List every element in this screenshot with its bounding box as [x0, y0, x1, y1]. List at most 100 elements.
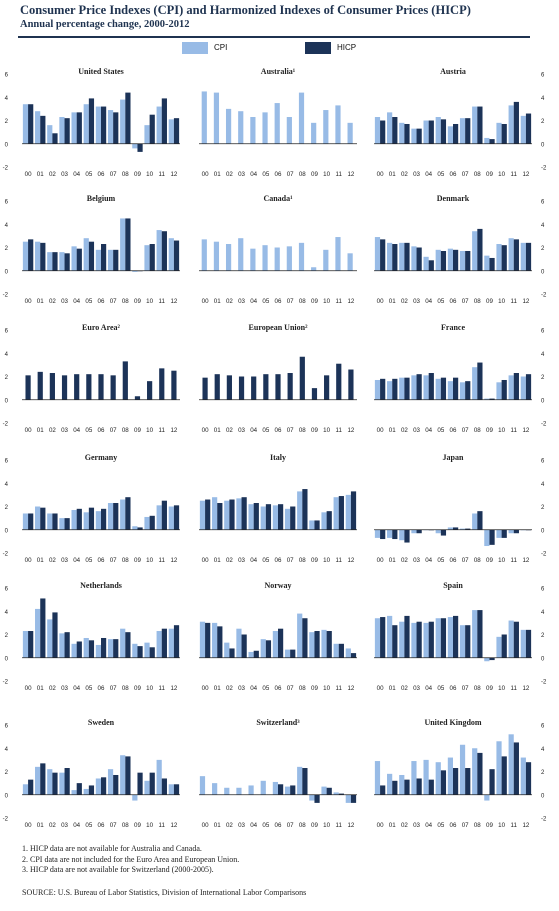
- x-tick-label: 08: [474, 557, 481, 564]
- bar-hicp-spain: [416, 621, 422, 658]
- x-tick-label: 08: [299, 685, 306, 692]
- bar-hicp-netherlands: [88, 640, 95, 658]
- x-tick-label: 04: [425, 557, 432, 564]
- bar-hicp-italy: [205, 499, 211, 530]
- x-tick-label: 06: [275, 427, 282, 434]
- bar-cpi-belgium: [168, 238, 174, 271]
- x-tick-label: 04: [425, 427, 432, 434]
- bar-cpi-switzerland: [345, 794, 351, 803]
- x-tick-label: 04: [73, 557, 80, 564]
- x-tick-label: 01: [389, 822, 396, 829]
- bar-hicp-denmark: [404, 242, 410, 271]
- x-tick-label: 06: [98, 822, 105, 829]
- bar-hicp-austria: [392, 117, 398, 144]
- x-tick-label: 02: [226, 298, 233, 305]
- bar-hicp-spain: [380, 617, 386, 658]
- y-tick-label: 2: [5, 770, 9, 776]
- y-tick-label: 6: [541, 329, 545, 335]
- x-tick-label: 04: [425, 298, 432, 305]
- x-tick-label: 10: [146, 685, 153, 692]
- x-tick-label: 08: [474, 171, 481, 178]
- x-tick-label: 00: [25, 822, 32, 829]
- x-tick-label: 00: [202, 822, 209, 829]
- x-tick-label: 08: [474, 298, 481, 305]
- bar-hicp-european-union: [287, 373, 293, 400]
- x-tick-label: 05: [437, 557, 444, 564]
- bar-hicp-norway: [314, 631, 320, 658]
- bar-hicp-switzerland: [338, 793, 344, 795]
- bar-cpi-italy: [199, 500, 206, 530]
- y-tick-label: 0: [541, 656, 545, 662]
- x-tick-label: 05: [85, 298, 92, 305]
- x-tick-label: 11: [159, 298, 166, 305]
- bar-hicp-denmark: [380, 239, 386, 271]
- bar-hicp-spain: [489, 657, 495, 661]
- panel-title-italy: Italy: [270, 453, 286, 462]
- x-tick-label: 06: [450, 557, 457, 564]
- bar-cpi-austria: [399, 122, 405, 144]
- bar-hicp-norway: [350, 653, 357, 658]
- bar-hicp-netherlands: [113, 639, 119, 658]
- bar-cpi-united-states: [95, 106, 101, 144]
- x-tick-label: 07: [462, 427, 469, 434]
- x-tick-label: 08: [474, 427, 481, 434]
- x-tick-label: 10: [498, 171, 505, 178]
- x-tick-label: 09: [134, 427, 141, 434]
- bar-hicp-spain: [428, 621, 434, 658]
- y-tick-label: 6: [5, 587, 9, 593]
- bar-hicp-netherlands: [64, 632, 70, 658]
- bar-hicp-euro-area: [147, 381, 153, 400]
- bar-hicp-france: [392, 378, 398, 400]
- x-tick-label: 10: [146, 557, 153, 564]
- y-tick-label: -2: [541, 293, 547, 299]
- x-tick-label: 04: [73, 171, 80, 178]
- bar-hicp-germany: [40, 507, 46, 530]
- bar-hicp-united-kingdom: [501, 756, 507, 795]
- bar-cpi-italy: [321, 512, 327, 530]
- bar-cpi-italy: [297, 491, 303, 530]
- bar-cpi-austria: [472, 106, 478, 144]
- x-tick-label: 09: [311, 685, 318, 692]
- bar-hicp-belgium: [52, 252, 58, 271]
- bar-hicp-switzerland: [314, 794, 320, 803]
- bar-cpi-austria: [387, 112, 393, 144]
- bar-cpi-united-states: [168, 119, 174, 144]
- bar-cpi-united-kingdom: [399, 774, 405, 795]
- x-tick-label: 07: [110, 685, 117, 692]
- x-tick-label: 11: [511, 685, 518, 692]
- x-tick-label: 11: [511, 171, 518, 178]
- panel-title-norway: Norway: [264, 581, 291, 590]
- bar-hicp-united-kingdom: [489, 769, 495, 795]
- bar-cpi-denmark: [435, 249, 441, 271]
- x-tick-label: 00: [202, 427, 209, 434]
- bar-cpi-canada: [250, 248, 256, 271]
- x-tick-label: 06: [98, 557, 105, 564]
- bar-cpi-switzerland: [309, 794, 315, 801]
- bar-hicp-netherlands: [161, 628, 167, 658]
- bar-cpi-canada: [213, 241, 220, 271]
- bar-cpi-norway: [321, 629, 327, 658]
- bar-cpi-germany: [22, 513, 29, 530]
- y-tick-label: 6: [5, 459, 9, 465]
- bar-cpi-denmark: [496, 244, 502, 271]
- bar-cpi-united-kingdom: [472, 748, 478, 795]
- bar-cpi-spain: [435, 618, 441, 658]
- y-tick-label: 6: [541, 200, 545, 206]
- x-tick-label: 02: [49, 685, 56, 692]
- x-tick-label: 04: [425, 822, 432, 829]
- bar-cpi-germany: [132, 526, 138, 530]
- bar-hicp-norway: [229, 648, 235, 658]
- bar-hicp-united-states: [161, 98, 167, 144]
- bar-cpi-united-states: [71, 112, 77, 144]
- bar-hicp-denmark: [416, 247, 422, 271]
- bar-cpi-united-kingdom: [520, 757, 526, 795]
- y-tick-label: 0: [541, 142, 545, 148]
- bar-cpi-netherlands: [107, 639, 114, 658]
- bar-hicp-france: [477, 362, 483, 400]
- panel-title-france: France: [441, 323, 465, 332]
- bar-cpi-australia: [250, 117, 256, 144]
- x-tick-label: 02: [401, 171, 408, 178]
- bar-cpi-france: [387, 381, 393, 400]
- x-tick-label: 01: [37, 427, 44, 434]
